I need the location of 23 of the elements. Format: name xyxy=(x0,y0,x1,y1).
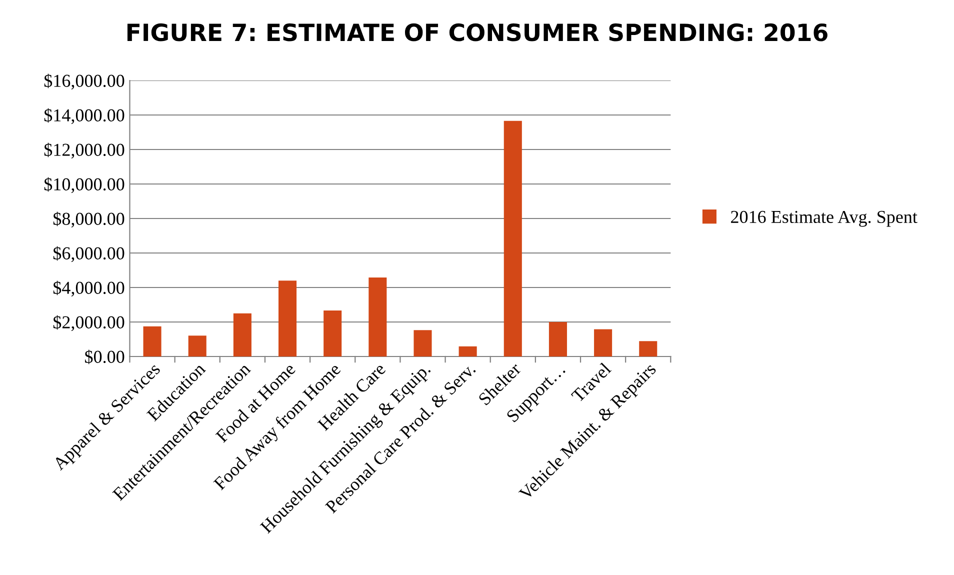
bar xyxy=(188,336,206,356)
y-tick-label: $16,000.00 xyxy=(44,74,124,90)
bar xyxy=(368,277,387,356)
y-tick-label: $12,000.00 xyxy=(44,142,124,159)
y-tick-label: $10,000.00 xyxy=(44,177,124,194)
bar xyxy=(143,326,162,356)
bar xyxy=(324,310,342,356)
legend-label: 2016 Estimate Avg. Spent xyxy=(731,210,918,227)
y-tick-label: $0.00 xyxy=(85,350,124,364)
bar xyxy=(504,120,522,356)
y-tick-label: $2,000.00 xyxy=(53,315,124,332)
chart-title: FIGURE 7: ESTIMATE OF CONSUMER SPENDING: 2016 xyxy=(127,23,828,42)
y-tick-label: $4,000.00 xyxy=(53,280,124,297)
bar xyxy=(458,346,477,356)
bar xyxy=(639,341,658,356)
y-tick-label: $6,000.00 xyxy=(53,246,124,262)
bar xyxy=(594,329,612,356)
bar xyxy=(278,280,297,356)
bar xyxy=(233,313,252,356)
bar xyxy=(548,322,567,356)
y-tick-label: $8,000.00 xyxy=(53,212,124,228)
y-tick-label: $14,000.00 xyxy=(44,108,124,124)
bar xyxy=(414,330,432,356)
